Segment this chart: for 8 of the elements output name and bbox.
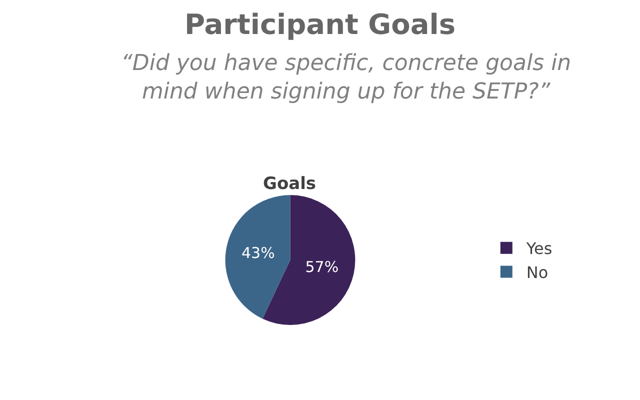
pie-slice — [225, 195, 290, 319]
legend-label: Yes — [525, 239, 552, 258]
text: Goals — [263, 174, 316, 194]
chart-title: Participant Goals — [184, 8, 456, 41]
data-label: 43% — [241, 244, 275, 262]
legend-label: No — [526, 262, 548, 282]
chart-subtitle: “Did you have specific, concrete goals in mind when signing up for the SETP?” — [121, 51, 572, 105]
data-label: 57% — [305, 258, 339, 276]
